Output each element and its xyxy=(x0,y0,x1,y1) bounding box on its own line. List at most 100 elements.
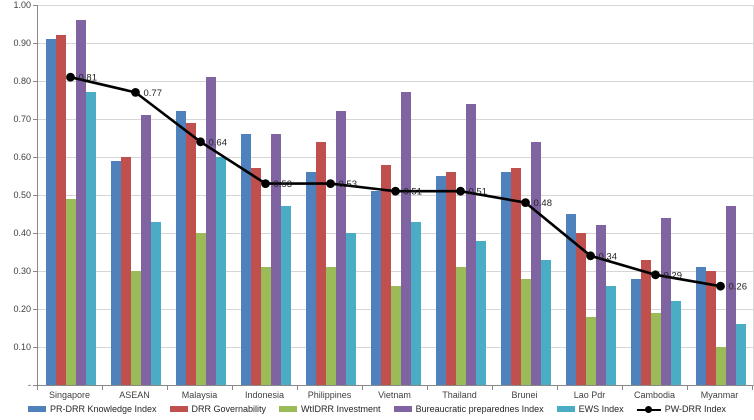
bar-groups xyxy=(38,5,753,385)
bar-group-myanmar xyxy=(688,5,753,385)
bar xyxy=(335,111,346,385)
x-axis-tick xyxy=(492,386,493,390)
bar xyxy=(595,225,606,385)
y-tick-label: 0.30 xyxy=(13,266,31,276)
bar xyxy=(370,191,381,385)
bar xyxy=(75,20,86,385)
bar-group-singapore xyxy=(38,5,103,385)
bar xyxy=(130,271,141,385)
bar xyxy=(390,286,401,385)
x-tick-label: Thailand xyxy=(442,390,477,400)
bar xyxy=(520,278,531,385)
y-axis-tick xyxy=(33,271,37,272)
bar xyxy=(270,134,281,385)
y-axis-tick xyxy=(33,119,37,120)
x-axis-tick xyxy=(297,386,298,390)
legend-item: DRR Governability xyxy=(169,404,267,414)
legend-swatch-icon xyxy=(279,406,298,412)
bar xyxy=(325,267,336,385)
bar xyxy=(400,92,411,385)
bar xyxy=(475,240,486,385)
legend-item: EWS Index xyxy=(556,404,624,414)
bar xyxy=(630,278,641,385)
x-axis-tick xyxy=(167,386,168,390)
bar xyxy=(205,77,216,385)
x-tick-label: Brunei xyxy=(511,390,538,400)
bar-group-philippines xyxy=(298,5,363,385)
legend-label: Bureaucratic preparednes Index xyxy=(415,404,544,414)
x-axis-tick xyxy=(622,386,623,390)
y-axis: 1.00 0.90 0.80 0.70 0.60 0.50 0.40 0.30 0.20 0.10… xyxy=(0,0,31,390)
y-tick-label: 0.80 xyxy=(13,76,31,86)
bar xyxy=(55,35,66,385)
x-tick-label: Singapore xyxy=(48,390,91,400)
bar-group-brunei xyxy=(493,5,558,385)
legend-swatch-icon xyxy=(169,406,188,412)
bar xyxy=(185,122,196,385)
bar xyxy=(65,198,76,385)
y-tick-label: 0.10 xyxy=(13,342,31,352)
legend-item: PW-DRR Index xyxy=(636,404,726,414)
legend-item: WtIDRR Investment xyxy=(279,404,381,414)
legend-label: PR-DRR Knowledge Index xyxy=(49,404,157,414)
y-axis-tick xyxy=(33,157,37,158)
bar xyxy=(455,267,466,385)
x-axis-tick xyxy=(232,386,233,390)
bar xyxy=(215,157,226,385)
x-tick-label: Philippines xyxy=(307,390,352,400)
x-tick-label: ASEAN xyxy=(119,390,150,400)
bar-group-lao-pdr xyxy=(558,5,623,385)
grid-line xyxy=(38,42,753,44)
y-tick-label: 0.90 xyxy=(13,38,31,48)
legend-line-marker-icon xyxy=(636,405,661,414)
plot-area: 0.81 0.77 0.64 0.53 0.53 0.51 0.51 0.48 0.34 0.29… xyxy=(37,4,754,386)
y-tick-label: 1.00 xyxy=(13,0,31,10)
legend-line-dot xyxy=(644,405,652,413)
bar xyxy=(195,233,206,385)
bar xyxy=(140,115,151,385)
bar-group-vietnam xyxy=(363,5,428,385)
y-axis-tick xyxy=(33,233,37,234)
bar xyxy=(280,206,291,385)
legend-swatch-icon xyxy=(27,406,46,412)
bar-group-indonesia xyxy=(233,5,298,385)
x-tick-label: Vietnam xyxy=(378,390,411,400)
bar xyxy=(250,168,261,385)
bar xyxy=(85,92,96,385)
bar xyxy=(410,221,421,385)
bar xyxy=(660,217,671,385)
grid-line xyxy=(38,4,753,6)
bar xyxy=(45,39,56,385)
legend-item: Bureaucratic preparednes Index xyxy=(393,404,544,414)
x-tick-label: Lao Pdr xyxy=(573,390,606,400)
bar xyxy=(260,267,271,385)
x-axis-tick xyxy=(362,386,363,390)
bar xyxy=(650,312,661,385)
bar xyxy=(705,271,716,385)
x-axis-tick xyxy=(102,386,103,390)
bar xyxy=(445,172,456,385)
bar xyxy=(585,316,596,385)
x-axis-tick xyxy=(427,386,428,390)
y-tick-label: 0.50 xyxy=(13,190,31,200)
bar-group-malaysia xyxy=(168,5,233,385)
y-axis-tick xyxy=(33,385,37,386)
y-tick-label: 0.20 xyxy=(13,304,31,314)
bar xyxy=(725,206,736,385)
bar xyxy=(305,172,316,385)
x-axis-tick xyxy=(687,386,688,390)
legend-item: PR-DRR Knowledge Index xyxy=(27,404,157,414)
bar-group-cambodia xyxy=(623,5,688,385)
bar xyxy=(540,259,551,385)
bar xyxy=(175,111,186,385)
legend-label: DRR Governability xyxy=(191,404,267,414)
y-axis-tick xyxy=(33,5,37,6)
x-tick-label: Cambodia xyxy=(633,390,676,400)
x-axis: Singapore ASEAN Malaysia Indonesia Philippin… xyxy=(37,390,752,400)
y-axis-tick xyxy=(33,195,37,196)
y-axis-tick xyxy=(33,347,37,348)
y-tick-label: 0.60 xyxy=(13,152,31,162)
x-axis-tick xyxy=(37,386,38,390)
bar xyxy=(735,324,746,385)
bar xyxy=(120,157,131,385)
